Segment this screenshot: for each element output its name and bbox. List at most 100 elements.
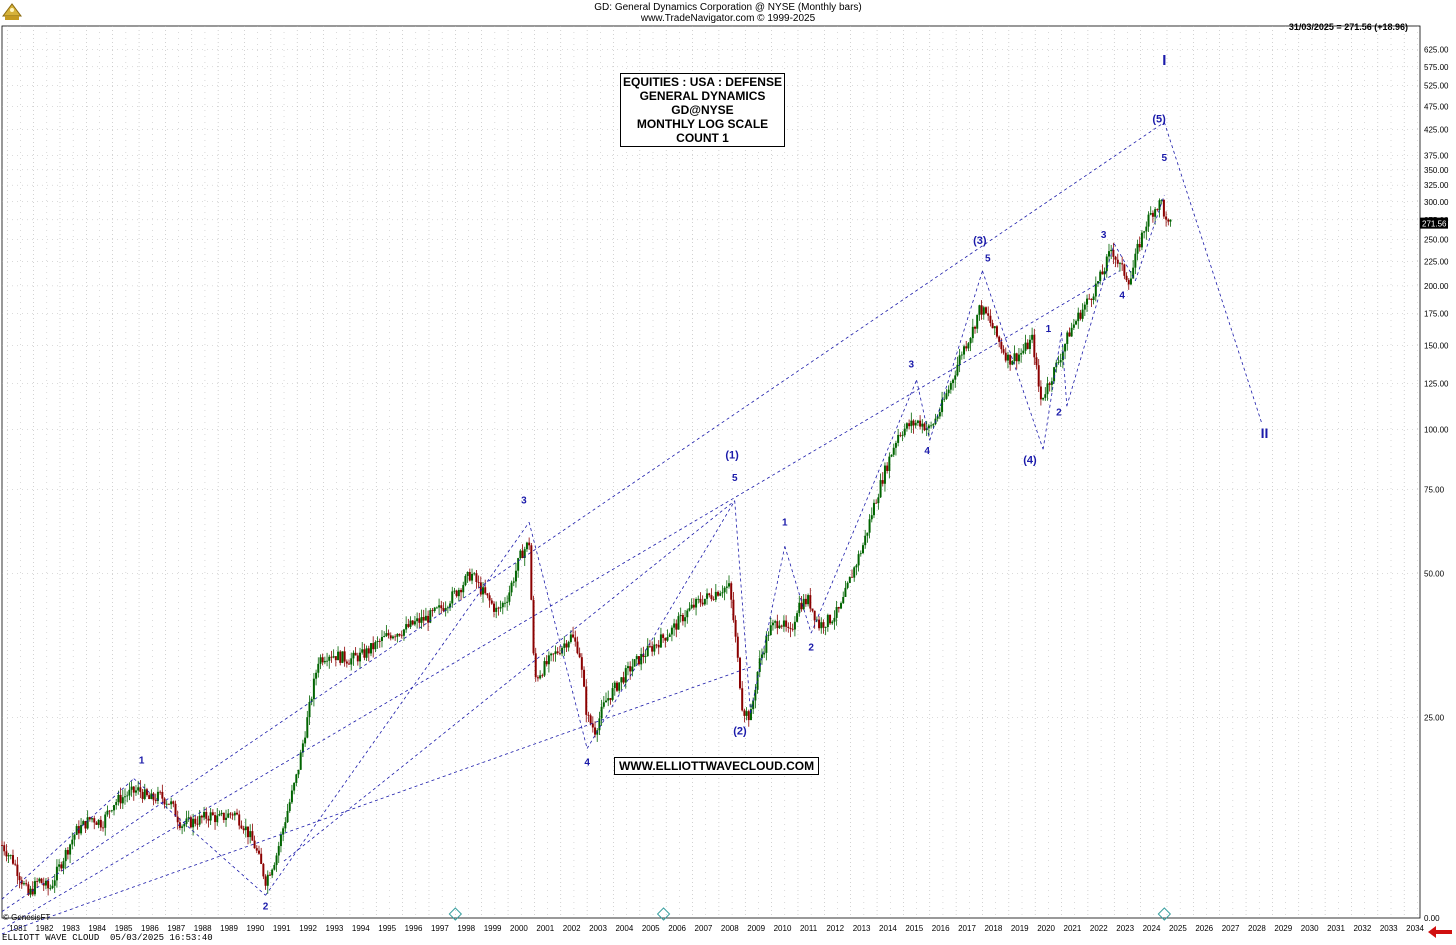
scroll-left-arrow-icon[interactable] [1428, 926, 1452, 938]
candle-body [974, 326, 977, 329]
candle-body [552, 653, 555, 655]
x-tick-label: 1999 [484, 924, 502, 933]
candle-body [853, 567, 856, 578]
candle-body [998, 336, 1001, 342]
candle-body [1013, 353, 1016, 362]
candle-body [400, 635, 403, 637]
candle-body [95, 822, 98, 825]
candle-body [644, 656, 647, 658]
candle-body [912, 420, 915, 426]
x-tick-label: 2012 [826, 924, 844, 933]
candle-body [389, 635, 392, 639]
candle-body [200, 815, 203, 818]
candle-body [27, 884, 30, 895]
candle-body [655, 644, 658, 646]
candle-body [132, 786, 135, 793]
candle-body [767, 635, 770, 636]
candle-body [793, 621, 796, 630]
candle-body [308, 701, 311, 718]
x-tick-label: 2010 [774, 924, 792, 933]
candle-body [954, 375, 957, 380]
candle-body [859, 553, 862, 555]
plot-frame [1, 25, 1421, 919]
wave-line [1113, 243, 1136, 281]
candle-body [1118, 263, 1121, 265]
candle-body [1132, 267, 1135, 279]
footer-timestamp: ELLIOTT WAVE CLOUD 05/03/2025 16:53:40 [2, 933, 213, 943]
candle-body [108, 810, 111, 812]
candle-body [558, 652, 561, 654]
candle-body [1024, 342, 1027, 351]
candle-body [800, 602, 803, 610]
candle-body [901, 435, 904, 437]
x-tick-label: 1984 [88, 924, 106, 933]
candle-body [104, 814, 107, 828]
candle-body [405, 624, 408, 630]
wave-line [734, 500, 751, 714]
candle-body [418, 618, 421, 623]
candle-body [754, 689, 757, 701]
candle-body [1136, 243, 1139, 254]
candle-body [106, 810, 109, 815]
candle-body [488, 595, 491, 601]
candle-body [508, 592, 511, 602]
candle-body [567, 641, 570, 648]
candle-body [290, 790, 293, 803]
candle-body [563, 643, 566, 648]
candle-body [380, 636, 383, 642]
candle-body [44, 880, 47, 886]
candle-body [492, 603, 495, 612]
x-tick-label: 2005 [642, 924, 660, 933]
candle-body [275, 855, 278, 866]
candle-body [1, 845, 3, 846]
candle-body [1143, 231, 1146, 233]
candle-body [218, 814, 221, 816]
candle-body [297, 769, 300, 775]
candle-body [824, 626, 827, 628]
candle-body [965, 346, 968, 349]
candle-body [932, 424, 935, 426]
x-tick-label: 1992 [299, 924, 317, 933]
x-tick-label: 2027 [1222, 924, 1240, 933]
x-tick-label: 2033 [1380, 924, 1398, 933]
candle-body [877, 497, 880, 504]
website-label[interactable]: WWW.ELLIOTTWAVECLOUD.COM [614, 757, 820, 775]
x-tick-label: 2020 [1037, 924, 1055, 933]
candle-body [1140, 232, 1143, 248]
candle-body [102, 827, 105, 829]
candle-body [550, 653, 553, 656]
candle-body [1022, 350, 1025, 354]
candle-body [820, 622, 823, 629]
candle-body [1081, 309, 1084, 319]
candle-body [196, 823, 199, 825]
y-tick-label: 125.00 [1424, 379, 1449, 388]
candle-body [846, 582, 849, 588]
candle-body [25, 883, 28, 885]
candle-body [765, 635, 768, 653]
candle-body [233, 812, 236, 816]
candle-body [225, 817, 228, 820]
candle-body [714, 591, 717, 600]
candle-body [1002, 349, 1005, 353]
candle-body [662, 634, 665, 638]
y-tick-label: 625.00 [1424, 46, 1449, 55]
candle-body [1006, 354, 1009, 361]
candle-body [22, 883, 25, 885]
candle-body [334, 656, 337, 661]
genesis-logo-icon [0, 0, 24, 24]
candle-body [831, 621, 834, 624]
candle-body [145, 789, 148, 796]
wave-label: II [1261, 425, 1269, 441]
candle-body [1097, 281, 1100, 284]
candle-body [1004, 352, 1007, 361]
candle-body [653, 644, 656, 652]
candle-body [134, 790, 137, 793]
candle-body [75, 826, 78, 835]
candle-body [930, 425, 933, 427]
candle-body [670, 627, 673, 635]
candle-body [545, 661, 548, 665]
candle-body [435, 607, 438, 609]
wave-line [916, 380, 931, 441]
candle-body [1048, 383, 1051, 385]
